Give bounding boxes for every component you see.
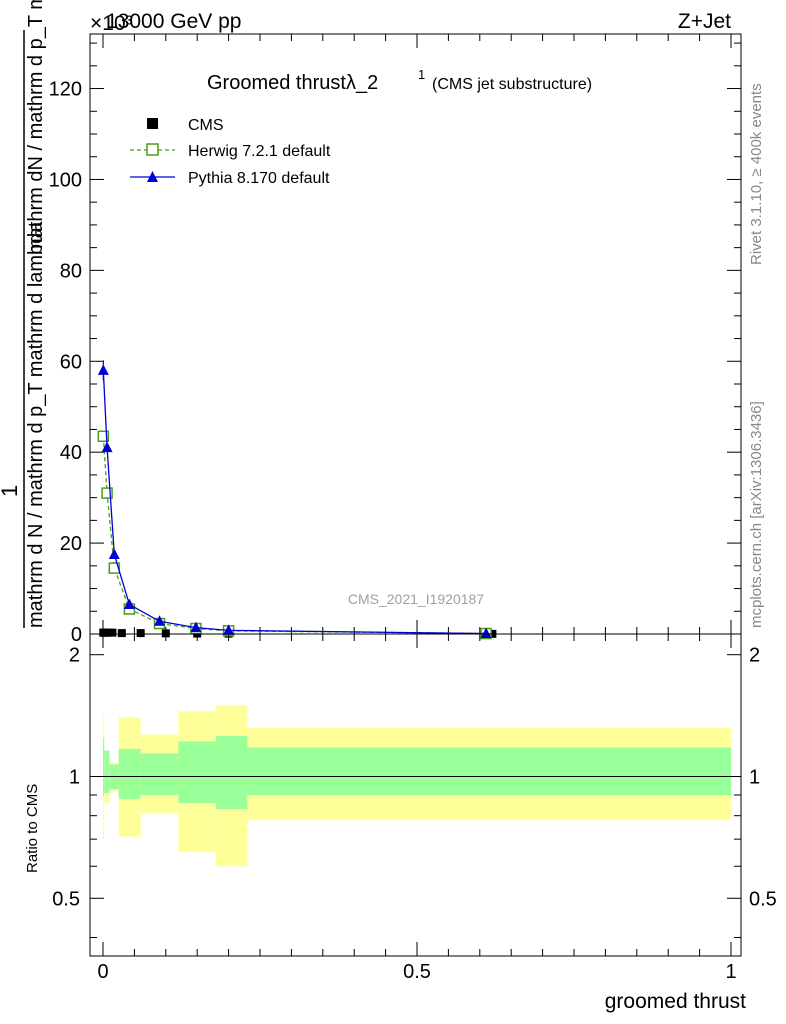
pythia-point: [108, 548, 120, 559]
ratio-inner-band: [216, 735, 248, 810]
ratio-y-tick-label-right: 1: [749, 766, 760, 788]
legend-marker-cms: [147, 118, 158, 129]
main-y-tick-label: 120: [49, 79, 82, 101]
pythia-point: [480, 627, 492, 639]
ratio-inner-band: [178, 741, 217, 803]
xlabel: groomed thrust: [605, 990, 746, 1013]
pythia-point: [101, 441, 113, 453]
rivet-label: Rivet 3.1.10, ≥ 400k events: [748, 83, 765, 265]
cms-point: [108, 628, 117, 637]
ratio-y-tick-label-right: 2: [749, 645, 760, 667]
plot-title-superscript: 1: [418, 67, 425, 82]
main-y-tick-label: 40: [60, 442, 82, 464]
x-tick-label: 1: [725, 961, 736, 983]
pythia-point: [223, 624, 235, 635]
herwig-point: [108, 562, 121, 574]
herwig-point: [101, 487, 113, 499]
analysis-watermark: CMS_2021_I1920187: [348, 591, 484, 607]
cms-point: [117, 629, 126, 638]
legend-label-pythia: Pythia 8.170 default: [188, 170, 330, 187]
legend-label-herwig: Herwig 7.2.1 default: [188, 143, 331, 160]
main-y-tick-label: 20: [60, 533, 82, 555]
ratio-x-ticks: 0 0.5 1: [97, 634, 737, 983]
pythia-point: [123, 598, 135, 609]
plot-subtitle: (CMS jet substructure): [432, 76, 592, 93]
main-y-tick-label: 80: [60, 260, 82, 282]
ratio-inner-band: [140, 753, 179, 795]
cms-point: [161, 629, 170, 638]
x-tick-label: 0.5: [403, 961, 431, 983]
legend-label-cms: CMS: [188, 117, 224, 134]
legend: CMS Herwig 7.2.1 default Pythia 8.170 de…: [130, 117, 331, 187]
ratio-inner-band: [104, 750, 110, 794]
herwig-point: [97, 430, 110, 443]
main-y-ticks: 0 20 40 60 80 100 120: [49, 42, 741, 646]
ratio-ylabel: Ratio to CMS: [24, 784, 41, 873]
pythia-line: [102, 370, 487, 635]
ylabel-denominator: mathrm d N / mathrm d p_T mathrm d lambd…: [25, 221, 47, 628]
legend-marker-pythia: [147, 171, 158, 182]
ratio-y-ticks: 0.5 0.5 1 1 2 2: [52, 645, 777, 938]
ratio-y-tick-label: 0.5: [52, 888, 80, 910]
cms-point: [103, 628, 112, 637]
ratio-bands-layer: [103, 705, 731, 867]
ratio-inner-band: [247, 747, 731, 795]
mcplots-label: mcplots.cern.ch [arXiv:1306.3436]: [748, 401, 765, 628]
ratio-y-tick-label-right: 0.5: [749, 888, 777, 910]
cms-point: [136, 629, 145, 638]
ylabel-numerator: 1: [0, 485, 22, 497]
main-y-tick-label: 60: [60, 351, 82, 373]
exponent-label: ×10³: [90, 12, 133, 35]
main-y-tick-label: 0: [71, 624, 82, 646]
ylabel-top: mathrm dN / mathrm d p_T mathrm d lambda: [25, 0, 47, 255]
ratio-inner-band: [103, 737, 105, 795]
pythia-point: [154, 615, 166, 626]
pythia-point: [190, 621, 202, 633]
process-label: Z+Jet: [678, 10, 731, 33]
energy-label: 13000 GeV pp: [106, 10, 241, 33]
ratio-y-tick-label: 1: [69, 766, 80, 788]
main-y-tick-label: 100: [49, 169, 82, 191]
x-tick-label: 0: [97, 961, 108, 983]
plot-title: Groomed thrustλ_2: [207, 72, 378, 94]
ratio-inner-band: [118, 748, 141, 799]
ratio-y-tick-label: 2: [69, 645, 80, 667]
legend-marker-herwig: [146, 143, 159, 156]
